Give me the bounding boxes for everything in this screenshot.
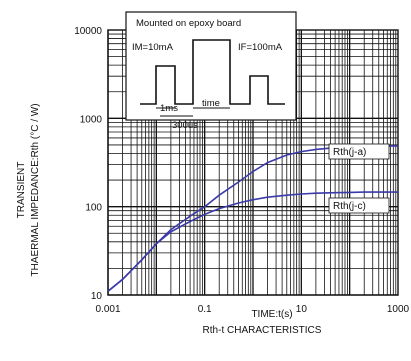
inset-pulse-diagram: Mounted on epoxy board IM=10mA IF=100mA … — [125, 11, 297, 131]
inset-label-time: time — [202, 98, 220, 109]
y-tick-label: 1000 — [80, 114, 103, 125]
x-tick-label: 1000 — [387, 304, 410, 315]
inset-title: Mounted on epoxy board — [136, 18, 241, 29]
series-line-rth-jc — [107, 191, 398, 292]
chart-caption: Rth-t CHARACTERISTICS — [203, 325, 322, 336]
y-axis-ticks: 10 100 1000 10000 — [74, 26, 102, 302]
series-label-box-jc — [328, 197, 390, 214]
x-tick-label: 10 — [296, 304, 308, 315]
inset-label-300us: 300us — [172, 120, 198, 131]
x-tick-label: 0.1 — [198, 304, 212, 315]
inset-pulse-waveform — [140, 39, 285, 105]
inset-label-im: IM=10mA — [132, 42, 174, 53]
series-label-box-ja — [328, 143, 390, 160]
inset-label-if: IF=100mA — [238, 42, 283, 53]
series-label-jc: Rth(j-c) — [333, 201, 366, 212]
x-axis-ticks: 0.001 0.1 10 1000 — [95, 304, 409, 315]
series-label-ja: Rth(j-a) — [333, 147, 366, 158]
inset-label-1ms: 1ms — [160, 103, 178, 114]
y-tick-label: 100 — [85, 203, 102, 214]
y-axis-title-line2: THAERMAL IMPEDANCE:Rth (°C / W) — [30, 103, 41, 276]
y-tick-label: 10 — [91, 291, 103, 302]
y-tick-label: 10000 — [74, 26, 102, 37]
x-axis-title: TIME:t(s) — [251, 309, 292, 320]
x-tick-label: 0.001 — [95, 304, 120, 315]
y-axis-title-line1: TRANSIENT — [16, 162, 27, 219]
